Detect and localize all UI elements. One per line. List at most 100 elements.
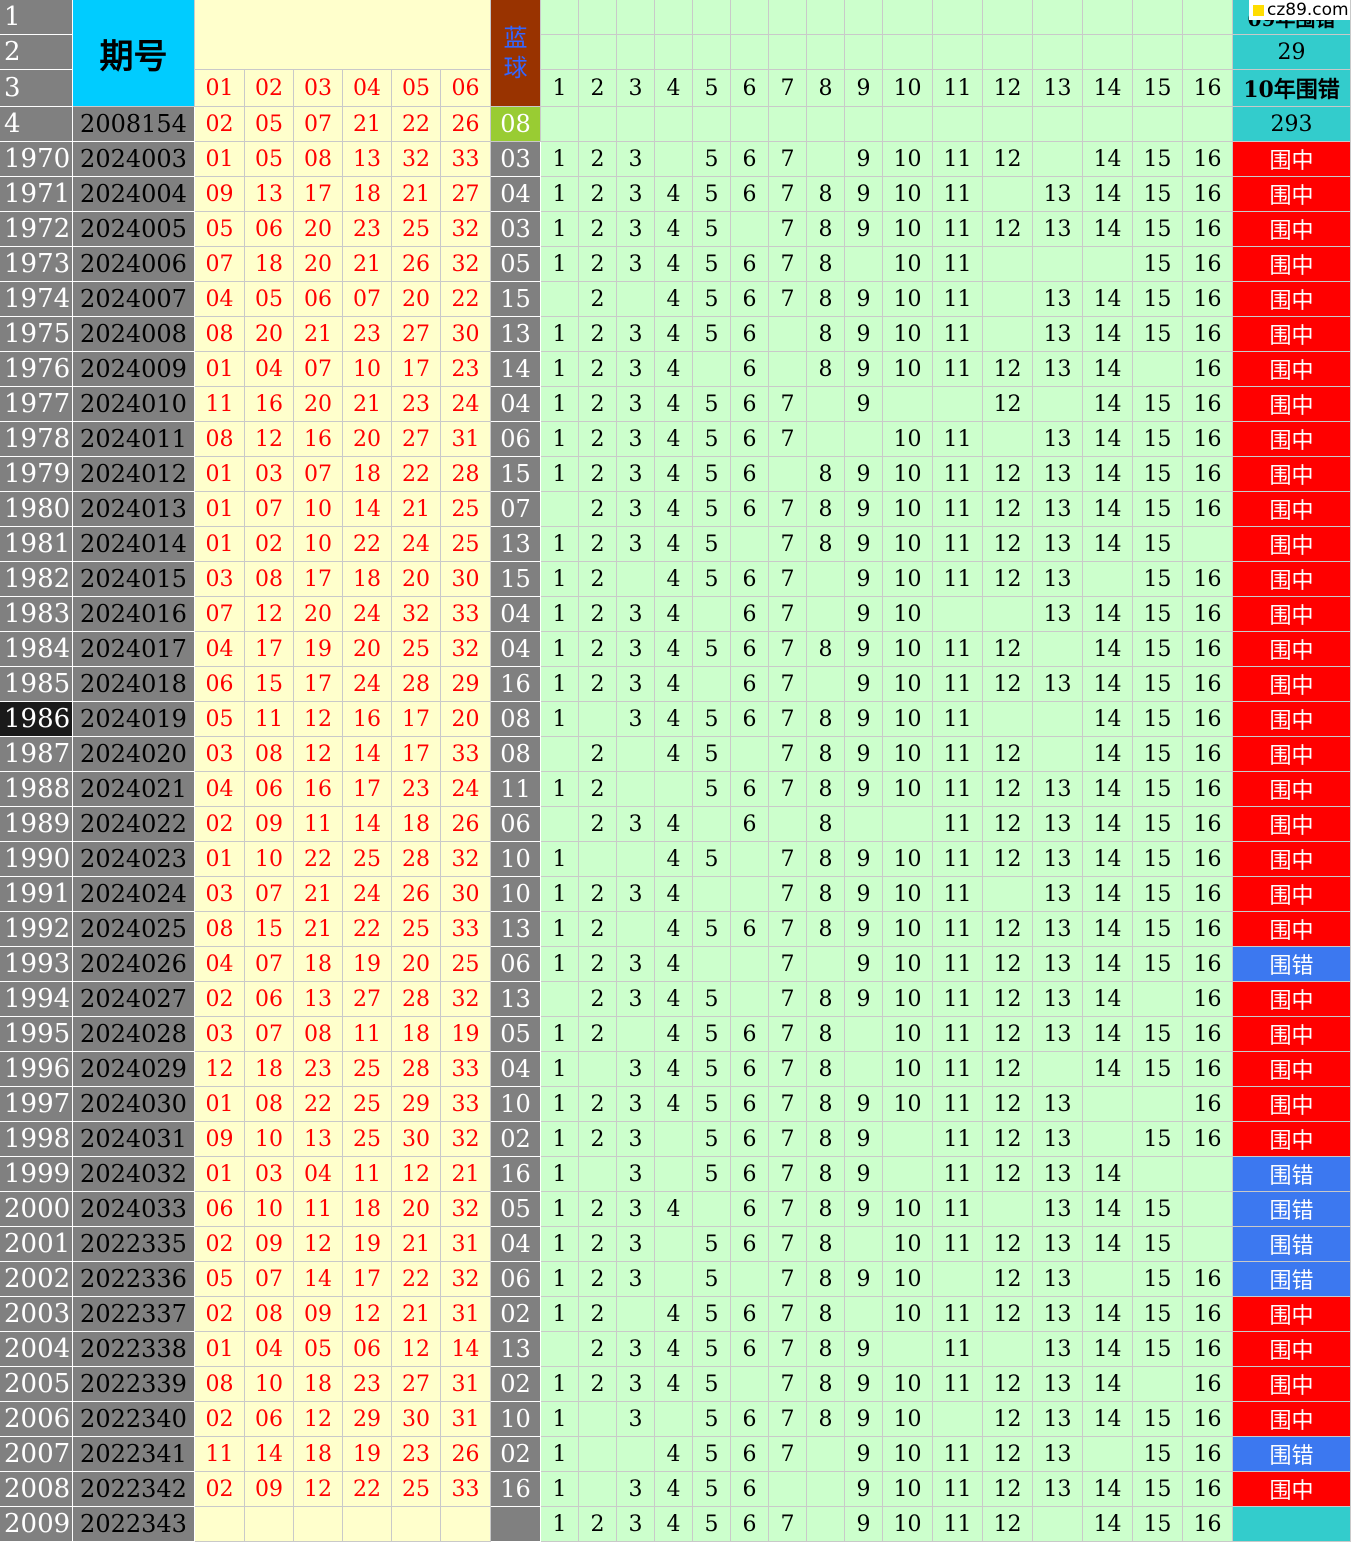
blue-candidate-cell: [983, 422, 1033, 457]
red-number: 31: [441, 422, 491, 457]
row-number[interactable]: 1999: [0, 1157, 73, 1192]
row-number[interactable]: 1998: [0, 1122, 73, 1157]
blue-candidate-cell: 6: [731, 177, 769, 212]
red-number: 18: [392, 1017, 441, 1052]
red-number: 04: [245, 352, 294, 387]
red-number: 01: [195, 1087, 245, 1122]
issue-number: 2024029: [73, 1052, 195, 1087]
blue-candidate-cell: 8: [807, 1122, 845, 1157]
red-number: 01: [195, 492, 245, 527]
blue-candidate-cell: 4: [655, 422, 693, 457]
blue-candidate-cell: 2: [579, 527, 617, 562]
blue-candidate-cell: 8: [807, 737, 845, 772]
row-number[interactable]: 1982: [0, 562, 73, 597]
red-number: 03: [195, 737, 245, 772]
row-number[interactable]: 1973: [0, 247, 73, 282]
row-number[interactable]: 3: [0, 70, 73, 107]
blue-candidate-cell: 7: [769, 1332, 807, 1367]
row-number[interactable]: 1976: [0, 352, 73, 387]
row-number[interactable]: 1992: [0, 912, 73, 947]
blue-candidate-cell: 13: [1033, 807, 1083, 842]
blue-candidate-cell: [845, 1297, 883, 1332]
blue-candidate-cell: 6: [731, 1087, 769, 1122]
blue-grid-header-blank: [655, 35, 693, 70]
blue-candidate-cell: 12: [983, 1507, 1033, 1542]
blue-candidate-cell: 10: [883, 527, 933, 562]
row-number[interactable]: 1972: [0, 212, 73, 247]
blue-candidate-cell: [693, 1192, 731, 1227]
row-number[interactable]: 2000: [0, 1192, 73, 1227]
blue-candidate-cell: [883, 1157, 933, 1192]
red-number: 30: [441, 562, 491, 597]
row-number[interactable]: 1991: [0, 877, 73, 912]
red-number: 18: [245, 1052, 294, 1087]
blue-candidate-cell: 16: [1183, 877, 1233, 912]
row-number[interactable]: 1987: [0, 737, 73, 772]
blue-candidate-cell: [579, 1402, 617, 1437]
blue-candidate-cell: 2: [579, 947, 617, 982]
row-number[interactable]: 1997: [0, 1087, 73, 1122]
row-number[interactable]: 1989: [0, 807, 73, 842]
row-number[interactable]: 1984: [0, 632, 73, 667]
red-number: 01: [195, 1332, 245, 1367]
row-number[interactable]: 2: [0, 35, 73, 70]
row-number[interactable]: 1977: [0, 387, 73, 422]
row-number[interactable]: 2005: [0, 1367, 73, 1402]
row-number[interactable]: 1983: [0, 597, 73, 632]
blue-grid-header-blank: [1133, 0, 1183, 35]
red-number: 08: [245, 1297, 294, 1332]
row-number[interactable]: 1971: [0, 177, 73, 212]
row-number[interactable]: 1981: [0, 527, 73, 562]
row-number[interactable]: 1978: [0, 422, 73, 457]
blue-candidate-cell: [983, 282, 1033, 317]
blue-candidate-cell: 3: [617, 1472, 655, 1507]
blue-candidate-cell: 5: [693, 1052, 731, 1087]
blue-candidate-cell: 10: [883, 667, 933, 702]
row-number[interactable]: 2002: [0, 1262, 73, 1297]
red-number: 20: [245, 317, 294, 352]
blue-candidate-cell: 16: [1183, 247, 1233, 282]
row-number[interactable]: 4: [0, 107, 73, 142]
blue-candidate-cell: 6: [731, 1472, 769, 1507]
row-number[interactable]: 1996: [0, 1052, 73, 1087]
red-number: 07: [343, 282, 392, 317]
row-number[interactable]: 1974: [0, 282, 73, 317]
row-number[interactable]: 1985: [0, 667, 73, 702]
blue-candidate-cell: [617, 1437, 655, 1472]
blue-candidate-cell: 3: [617, 982, 655, 1017]
row-number[interactable]: 2006: [0, 1402, 73, 1437]
red-number: 33: [441, 737, 491, 772]
blue-column-header: 16: [1183, 70, 1233, 107]
row-number[interactable]: 2001: [0, 1227, 73, 1262]
blue-candidate-cell: 16: [1183, 1262, 1233, 1297]
blue-candidate-cell: 8: [807, 912, 845, 947]
row-number[interactable]: 2009: [0, 1507, 73, 1542]
blue-candidate-cell: 15: [1133, 947, 1183, 982]
red-number: 31: [441, 1402, 491, 1437]
row-number[interactable]: 2003: [0, 1297, 73, 1332]
row-number[interactable]: 1995: [0, 1017, 73, 1052]
row-number[interactable]: 1994: [0, 982, 73, 1017]
red-number: 29: [441, 667, 491, 702]
row-number[interactable]: 1988: [0, 772, 73, 807]
row-number[interactable]: 1986: [0, 702, 73, 737]
row-number[interactable]: 1990: [0, 842, 73, 877]
blue-candidate-cell: 11: [933, 562, 983, 597]
row-number[interactable]: 2007: [0, 1437, 73, 1472]
red-number: 30: [441, 317, 491, 352]
blue-candidate-cell: 2: [579, 772, 617, 807]
row-number[interactable]: 1980: [0, 492, 73, 527]
red-number: 11: [294, 807, 343, 842]
blue-candidate-cell: 5: [693, 1297, 731, 1332]
row-number[interactable]: 1975: [0, 317, 73, 352]
row-number[interactable]: 1970: [0, 142, 73, 177]
blue-candidate-cell: 14: [1083, 352, 1133, 387]
blue-candidate-cell: 1: [541, 1262, 579, 1297]
row-number[interactable]: 2008: [0, 1472, 73, 1507]
blue-candidate-cell: 4: [655, 212, 693, 247]
blue-column-header: 4: [655, 70, 693, 107]
row-number[interactable]: 2004: [0, 1332, 73, 1367]
row-number[interactable]: 1: [0, 0, 73, 35]
row-number[interactable]: 1979: [0, 457, 73, 492]
row-number[interactable]: 1993: [0, 947, 73, 982]
